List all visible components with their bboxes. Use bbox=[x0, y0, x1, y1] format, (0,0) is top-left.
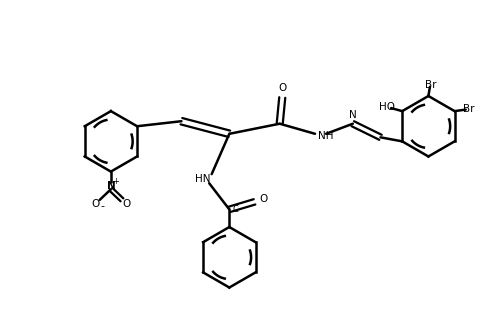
Text: Br: Br bbox=[425, 80, 436, 90]
Text: O: O bbox=[92, 199, 100, 209]
Text: C: C bbox=[232, 205, 238, 214]
Text: O: O bbox=[260, 194, 268, 204]
Text: O: O bbox=[278, 83, 286, 93]
Text: O: O bbox=[122, 199, 130, 209]
Text: +: + bbox=[112, 177, 119, 186]
Text: Br: Br bbox=[463, 104, 474, 114]
Text: N: N bbox=[106, 181, 115, 191]
Text: HN: HN bbox=[195, 174, 210, 184]
Text: NH: NH bbox=[318, 131, 333, 141]
Text: N: N bbox=[349, 110, 357, 120]
Text: -: - bbox=[101, 201, 105, 211]
Text: HO: HO bbox=[379, 102, 395, 112]
